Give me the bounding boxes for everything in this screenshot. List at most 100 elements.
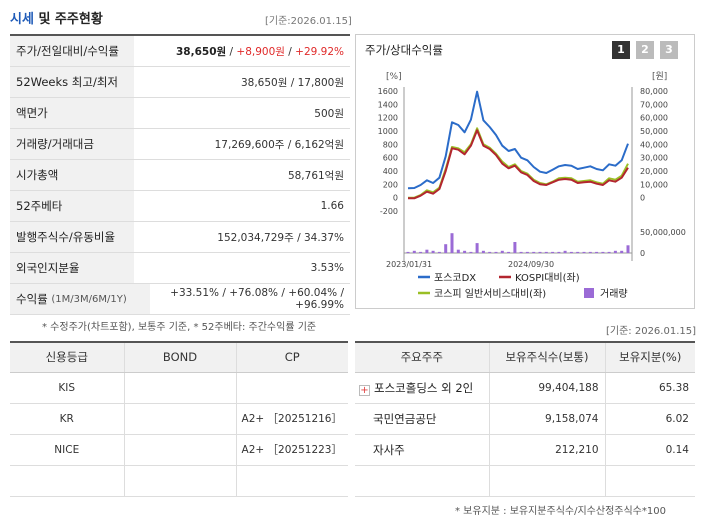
summary-value: 1.66 bbox=[320, 200, 344, 212]
bond-cell bbox=[123, 403, 236, 435]
volume-bar bbox=[563, 250, 567, 253]
y-right-tick-label: 40,000 bbox=[640, 140, 668, 149]
volume-bar bbox=[576, 251, 580, 253]
volume-bar bbox=[494, 251, 498, 253]
column-header: CP bbox=[235, 342, 348, 373]
volume-bar bbox=[532, 251, 536, 253]
credit-rating-table: 신용등급 BOND CP KIS KR A2+ ［20251216］ NICE … bbox=[10, 341, 348, 497]
volume-bar bbox=[620, 250, 624, 253]
column-header: 신용등급 bbox=[10, 342, 124, 373]
volume-bar bbox=[601, 251, 605, 253]
major-holders-table: 주요주주 보유주식수(보통) 보유지분(%) + 포스코홀딩스 외 2인 99,4… bbox=[355, 341, 695, 497]
summary-table: 주가/전일대비/수익률 38,650원 / +8,900원 / +29.92% … bbox=[10, 34, 350, 315]
volume-bar bbox=[469, 251, 473, 253]
y-left-tick-label: 0 bbox=[393, 194, 398, 203]
y-right-tick-label: 30,000 bbox=[640, 154, 668, 163]
y-left-tick-label: 200 bbox=[383, 180, 398, 189]
summary-label: 주가/전일대비/수익률 bbox=[10, 36, 134, 66]
empty-cell bbox=[10, 465, 124, 497]
pct-cell: 6.02 bbox=[604, 403, 695, 435]
volume-bar bbox=[626, 245, 630, 253]
summary-row-marketcap: 시가총액 58,761억원 bbox=[10, 160, 350, 191]
reference-date: [기준:2026.01.15] bbox=[265, 16, 352, 27]
volume-bar bbox=[463, 250, 467, 253]
volume-bar bbox=[607, 251, 611, 253]
holders-footnote: * 보유지분 : 보유지분주식수/지수산정주식수*100 bbox=[455, 506, 666, 517]
y-right-tick-label: 0 bbox=[640, 194, 645, 203]
empty-cell bbox=[488, 465, 605, 497]
volume-bar bbox=[425, 249, 429, 253]
table-row: KR A2+ ［20251216］ bbox=[10, 403, 348, 435]
volume-tick-label: 50,000,000 bbox=[640, 228, 686, 237]
column-header: 보유주식수(보통) bbox=[488, 342, 605, 373]
empty-cell bbox=[355, 465, 489, 497]
shares-cell: 9,158,074 bbox=[488, 403, 605, 435]
expand-plus-icon[interactable]: + bbox=[359, 384, 370, 396]
table-row bbox=[10, 465, 348, 497]
y-left-tick-label: 400 bbox=[383, 167, 398, 176]
volume-bar bbox=[456, 249, 460, 253]
summary-value: 17,269,600주 / 6,162억원 bbox=[214, 138, 344, 151]
y-left-tick-label: -200 bbox=[380, 207, 398, 216]
cp-cell bbox=[235, 372, 348, 404]
summary-row-returns: 수익률 (1M/3M/6M/1Y) +33.51% / +76.08% / +6… bbox=[10, 284, 350, 315]
chart-tab-2[interactable]: 2 bbox=[636, 41, 654, 59]
holder-name-cell: 자사주 bbox=[355, 434, 489, 466]
agency-cell: NICE bbox=[10, 434, 124, 466]
section-title: 시세 및 주주현황 bbox=[10, 12, 103, 27]
summary-footnote: * 수정주가(차트포함), 보통주 기준, * 52주베타: 주간수익률 기준 bbox=[42, 322, 317, 333]
chart-tab-1[interactable]: 1 bbox=[612, 41, 630, 59]
summary-label: 거래량/거래대금 bbox=[10, 129, 134, 159]
volume-bar bbox=[582, 251, 586, 253]
summary-row-foreign: 외국인지분율 3.53% bbox=[10, 253, 350, 284]
table-row: + 포스코홀딩스 외 2인 99,404,188 65.38 bbox=[355, 372, 695, 404]
y-left-tick-label: 600 bbox=[383, 154, 398, 163]
table-row: NICE A2+ ［20251223］ bbox=[10, 434, 348, 466]
shares-cell: 99,404,188 bbox=[488, 372, 605, 404]
legend-label: 포스코DX bbox=[434, 272, 476, 284]
holders-reference-date: [기준: 2026.01.15] bbox=[606, 326, 697, 337]
cp-cell: A2+ ［20251223］ bbox=[235, 434, 348, 466]
y-left-tick-label: 1400 bbox=[378, 100, 398, 109]
chart-panel: 주가/상대수익률 1 2 3 [%] [원] 1600 1400 1200 1000 800… bbox=[355, 34, 695, 309]
volume-bar bbox=[437, 251, 441, 253]
summary-label: 발행주식수/유동비율 bbox=[10, 222, 134, 252]
summary-label: 52Weeks 최고/최저 bbox=[10, 67, 134, 97]
holder-name-cell: + 포스코홀딩스 외 2인 bbox=[355, 372, 489, 404]
summary-row-shares: 발행주식수/유동비율 152,034,729주 / 34.37% bbox=[10, 222, 350, 253]
volume-tick-label: 0 bbox=[640, 249, 645, 258]
series-line bbox=[408, 129, 629, 200]
summary-value: 38,650원 / 17,800원 bbox=[240, 76, 344, 89]
y-left-tick-label: 1600 bbox=[378, 87, 398, 96]
volume-bar bbox=[507, 251, 511, 253]
summary-row-beta: 52주베타 1.66 bbox=[10, 191, 350, 222]
volume-bar bbox=[475, 243, 479, 253]
summary-value: +33.51% / +76.08% / +60.04% / +96.99% bbox=[170, 287, 344, 311]
summary-value: 58,761억원 bbox=[287, 169, 344, 182]
cp-cell: A2+ ［20251216］ bbox=[235, 403, 348, 435]
table-row: 국민연금공단 9,158,074 6.02 bbox=[355, 403, 695, 435]
y-left-tick-label: 1000 bbox=[378, 127, 398, 136]
y-right-tick-label: 80,000 bbox=[640, 87, 668, 96]
empty-cell bbox=[604, 465, 695, 497]
summary-row-price: 주가/전일대비/수익률 38,650원 / +8,900원 / +29.92% bbox=[10, 36, 350, 67]
volume-bar bbox=[488, 251, 492, 253]
legend-label: 코스피 일반서비스대비(좌) bbox=[434, 288, 546, 300]
volume-bar bbox=[519, 251, 523, 253]
column-header: BOND bbox=[123, 342, 236, 373]
volume-bar bbox=[613, 250, 617, 253]
bond-cell bbox=[123, 434, 236, 466]
volume-bar bbox=[538, 251, 542, 253]
volume-bar bbox=[406, 251, 410, 253]
volume-bar bbox=[513, 242, 517, 253]
volume-bar bbox=[431, 250, 435, 253]
summary-value: 38,650원 / +8,900원 / +29.92% bbox=[176, 45, 344, 58]
chart-tab-3[interactable]: 3 bbox=[660, 41, 678, 59]
summary-label: 외국인지분율 bbox=[10, 253, 134, 283]
left-axis-unit: [%] bbox=[386, 72, 402, 82]
summary-row-par: 액면가 500원 bbox=[10, 98, 350, 129]
x-tick-label: 2023/01/31 bbox=[386, 260, 432, 269]
empty-cell bbox=[235, 465, 348, 497]
empty-cell bbox=[123, 465, 236, 497]
right-axis-unit: [원] bbox=[652, 71, 667, 82]
